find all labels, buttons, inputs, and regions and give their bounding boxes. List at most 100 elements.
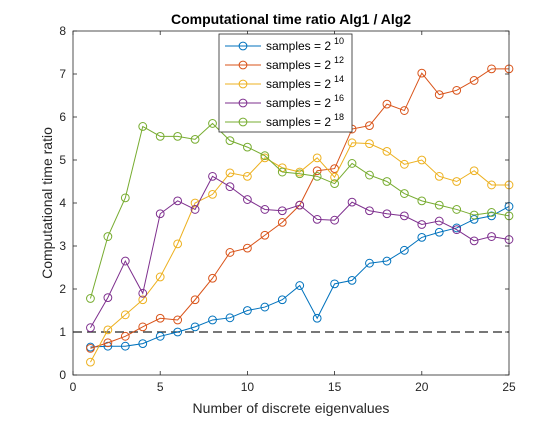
- legend-label-exponent: 16: [334, 93, 344, 103]
- legend-label: samples = 2 10: [266, 36, 344, 53]
- data-point: [138, 295, 148, 305]
- data-point: [277, 217, 287, 227]
- data-point: [452, 177, 462, 186]
- x-tick-label: 25: [502, 380, 516, 394]
- data-point: [208, 190, 217, 199]
- data-point: [120, 256, 130, 266]
- data-point: [487, 232, 496, 241]
- data-point: [434, 200, 444, 210]
- data-point: [225, 136, 235, 146]
- series-18: [86, 119, 514, 303]
- data-point: [138, 322, 148, 332]
- data-point: [155, 272, 165, 282]
- data-point: [103, 232, 113, 241]
- data-point: [417, 233, 427, 242]
- data-point: [382, 177, 392, 186]
- data-point: [330, 215, 340, 225]
- data-point: [312, 153, 322, 163]
- data-point: [312, 313, 322, 323]
- data-point: [138, 122, 148, 131]
- data-point: [399, 245, 409, 255]
- legend-label-exponent: 14: [334, 74, 344, 84]
- data-point: [225, 182, 235, 192]
- data-point: [173, 196, 183, 206]
- data-point: [487, 208, 496, 217]
- data-point: [190, 205, 200, 214]
- data-point: [120, 331, 130, 341]
- data-point: [469, 76, 479, 85]
- data-point: [243, 195, 252, 204]
- series-line: [90, 142, 509, 363]
- legend-marker: [238, 117, 248, 127]
- x-axis-label: Number of discrete eigenvalues: [193, 400, 390, 416]
- data-point: [365, 170, 374, 180]
- x-tick-label: 15: [328, 380, 342, 394]
- data-point: [86, 343, 95, 353]
- data-point: [120, 341, 130, 351]
- x-tick-label: 20: [415, 380, 429, 394]
- data-point: [155, 313, 165, 323]
- data-point: [173, 131, 183, 141]
- data-point: [434, 90, 444, 100]
- data-point: [347, 276, 357, 285]
- series-line: [90, 175, 510, 328]
- data-point: [417, 220, 427, 229]
- y-tick-label: 3: [59, 239, 66, 253]
- data-point: [173, 327, 183, 337]
- legend-entry: samples = 2 12: [225, 55, 344, 72]
- legend-label-base: samples = 2: [266, 115, 331, 129]
- data-point: [103, 293, 113, 303]
- data-point: [103, 338, 113, 348]
- data-point: [312, 166, 322, 176]
- data-point: [452, 205, 462, 214]
- legend: samples = 2 10 samples = 2 12 samples = 2 14 s…: [218, 33, 353, 133]
- data-point: [260, 205, 270, 214]
- legend-entry: samples = 2 16: [225, 93, 344, 110]
- legend-entry: samples = 2 10: [225, 36, 344, 53]
- x-tick-label: 0: [70, 380, 77, 394]
- data-point: [330, 172, 340, 182]
- y-axis-label: Computational time ratio: [39, 127, 55, 279]
- data-point: [365, 258, 374, 268]
- legend-label-base: samples = 2: [266, 96, 331, 110]
- data-point: [173, 315, 183, 325]
- data-point: [295, 200, 305, 210]
- legend-marker: [238, 60, 248, 70]
- data-point: [295, 281, 305, 290]
- y-tick-label: 7: [59, 67, 66, 81]
- data-point: [190, 295, 200, 305]
- y-tick-label: 2: [59, 282, 66, 296]
- data-point: [382, 147, 392, 156]
- data-point: [225, 168, 235, 178]
- data-point: [399, 211, 409, 221]
- data-point: [365, 121, 374, 130]
- data-point: [243, 243, 252, 253]
- chart-title: Computational time ratio Alg1 / Alg2: [171, 11, 411, 27]
- data-point: [190, 134, 200, 144]
- data-point: [382, 256, 392, 266]
- legend-entry: samples = 2 18: [225, 112, 344, 129]
- data-point: [434, 227, 444, 237]
- series-14: [86, 138, 514, 367]
- data-point: [243, 142, 252, 152]
- y-tick-label: 1: [59, 325, 66, 339]
- data-point: [190, 322, 200, 332]
- y-tick-label: 8: [59, 24, 66, 38]
- data-point: [452, 225, 462, 235]
- data-point: [469, 166, 479, 176]
- data-point: [173, 239, 183, 249]
- data-point: [260, 230, 270, 240]
- data-point: [347, 159, 357, 168]
- data-point: [382, 99, 392, 109]
- x-tick-label: 5: [157, 380, 164, 394]
- series-line: [89, 122, 510, 299]
- data-point: [434, 171, 444, 181]
- data-point: [103, 325, 113, 335]
- x-tick-label: 10: [241, 380, 255, 394]
- data-point: [138, 288, 148, 298]
- data-point: [243, 306, 252, 315]
- y-tick-label: 0: [59, 368, 66, 382]
- legend-label: samples = 2 12: [266, 55, 344, 72]
